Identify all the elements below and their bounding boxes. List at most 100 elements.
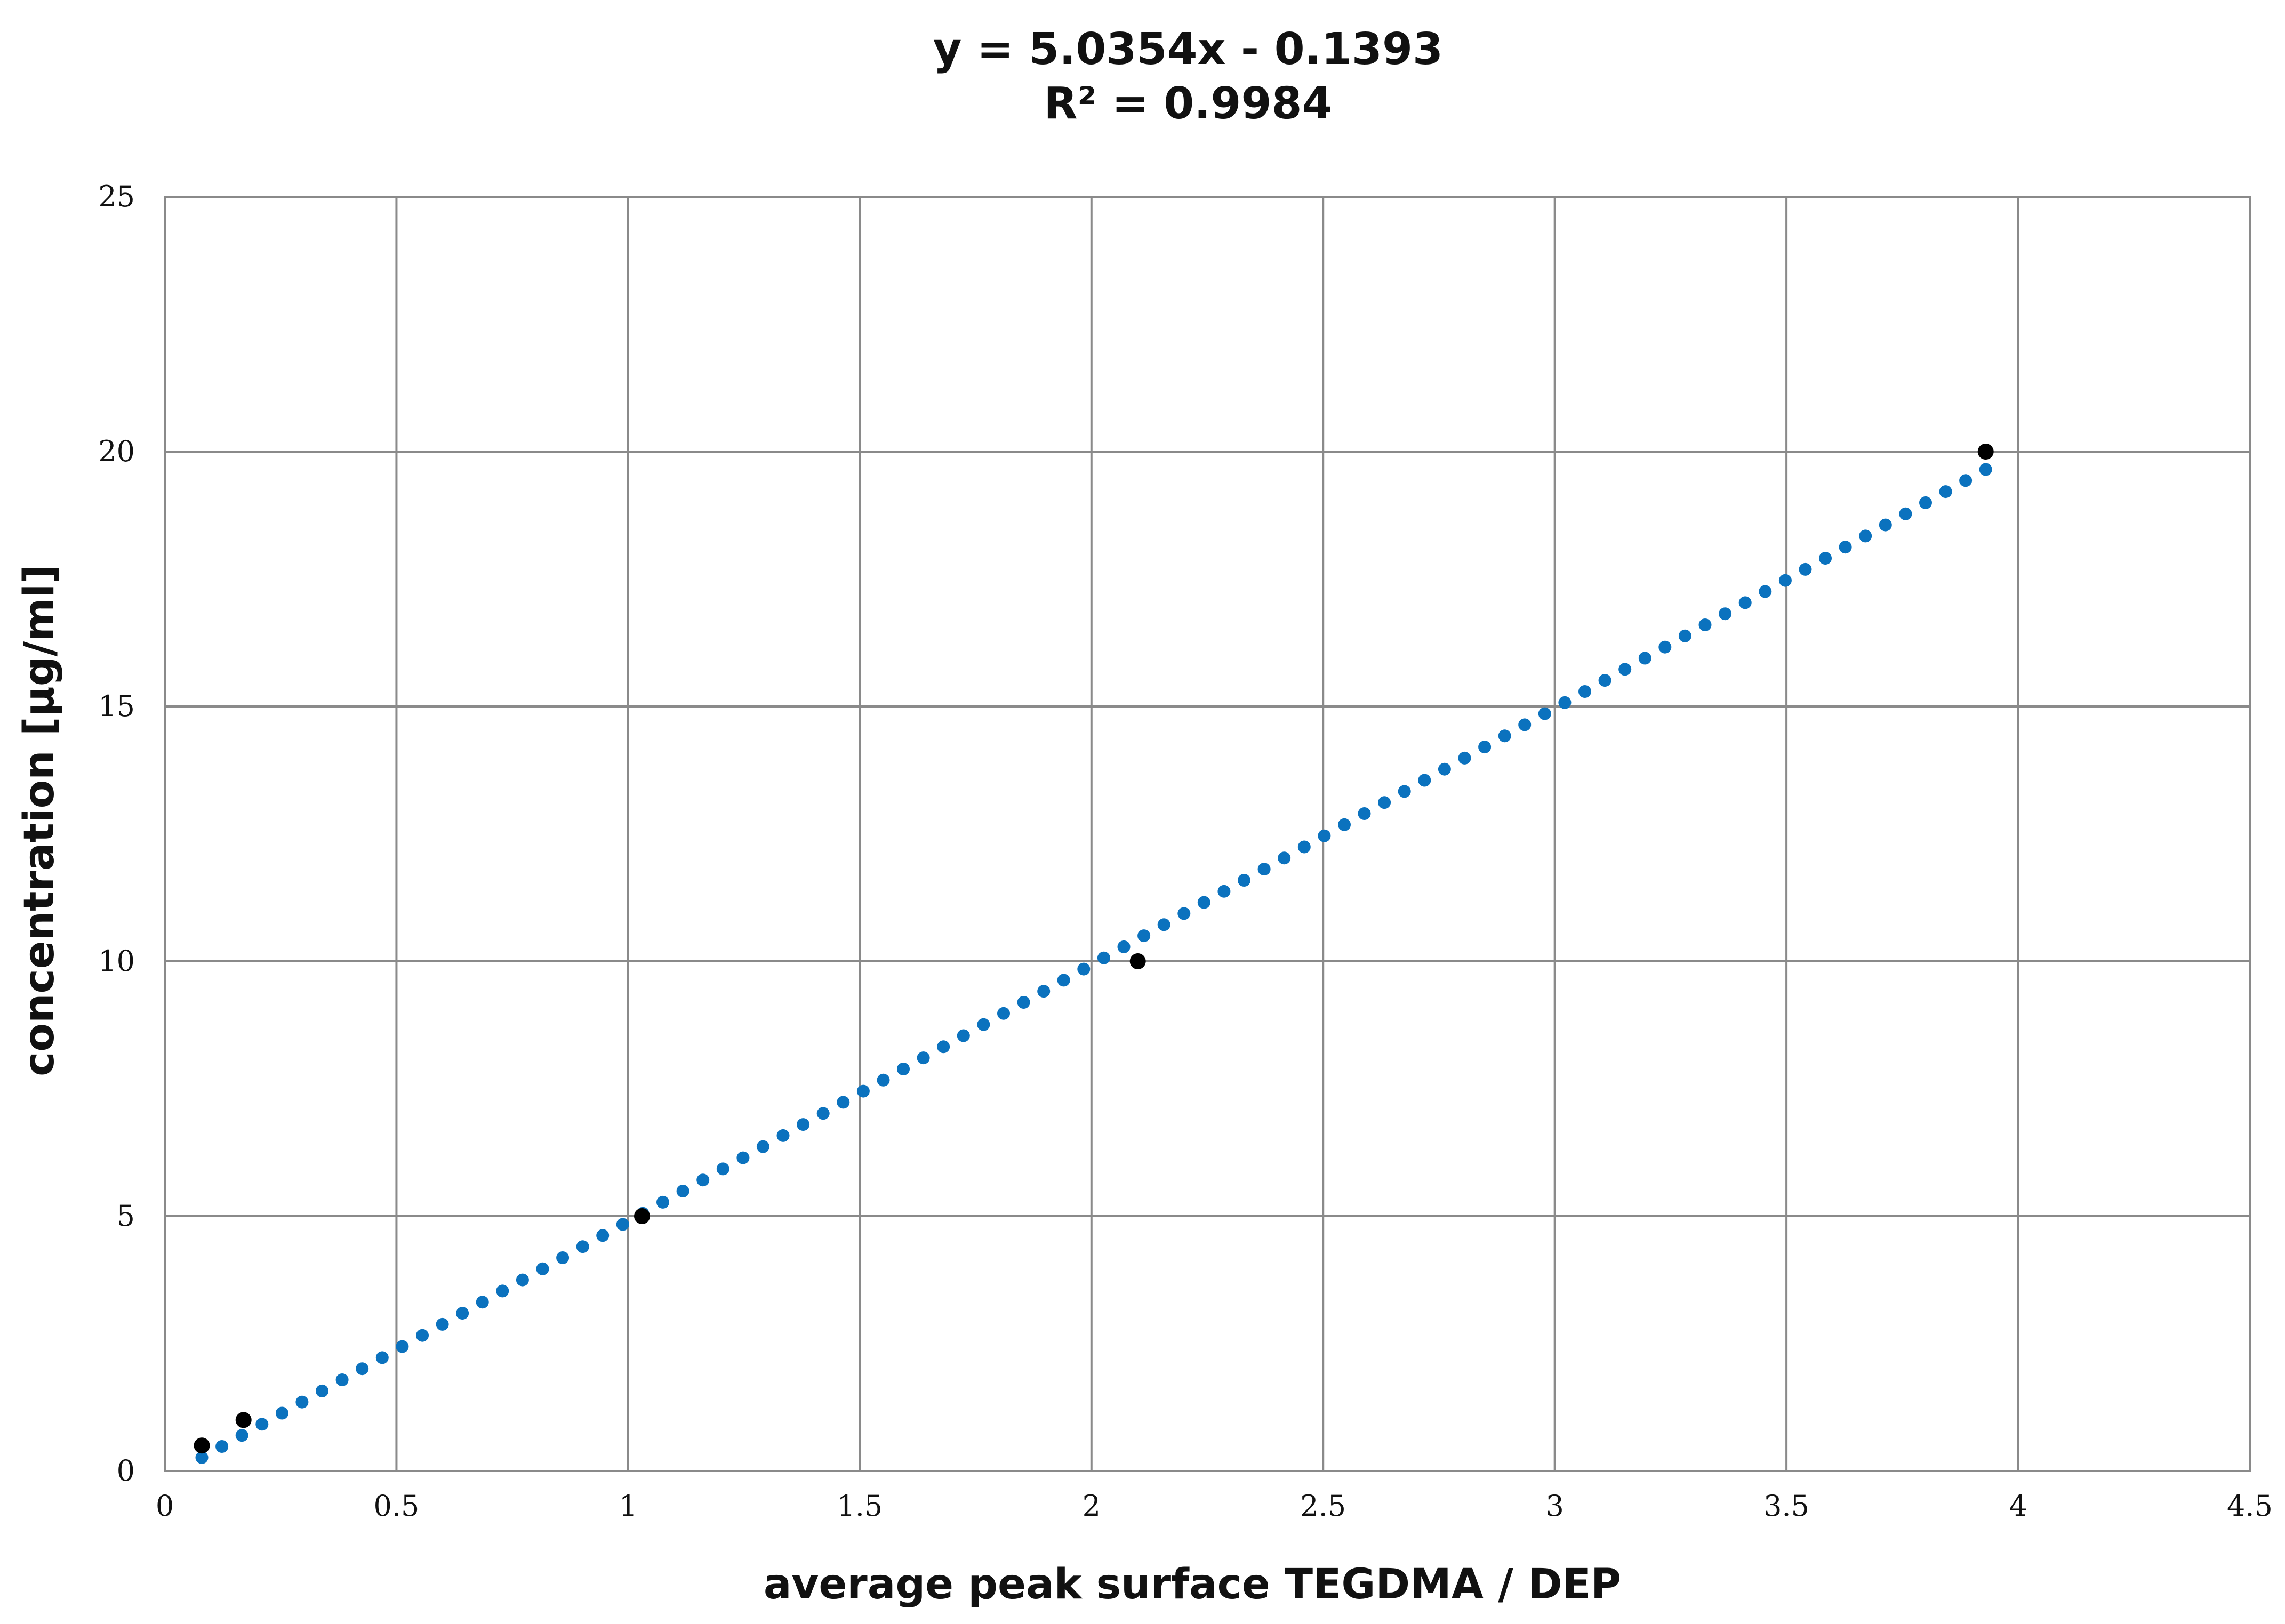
- trendline-dot: [1678, 629, 1691, 642]
- trendline-dot: [837, 1096, 850, 1109]
- trendline-dot: [396, 1340, 409, 1353]
- trendline-dot: [1578, 685, 1591, 698]
- y-tick-label: 0: [117, 1454, 135, 1488]
- trendline-dot: [1719, 607, 1732, 621]
- y-tick-label: 20: [98, 435, 135, 468]
- trendline-dot: [316, 1384, 328, 1397]
- trendline-dot: [476, 1296, 489, 1309]
- y-tick-label: 5: [117, 1199, 135, 1233]
- trendline-dot: [877, 1073, 890, 1087]
- trendline-dot: [696, 1173, 710, 1187]
- data-point: [1129, 953, 1146, 969]
- trendline-dot: [1778, 574, 1792, 587]
- trendline-dot: [456, 1307, 469, 1320]
- trendline-dot: [1257, 863, 1271, 876]
- trendline-dot: [1057, 974, 1070, 987]
- trendline-dot: [1338, 818, 1351, 831]
- data-points: [194, 444, 1994, 1454]
- x-axis-title: average peak surface TEGDMA / DEP: [764, 1561, 1621, 1609]
- trendline-dot: [1658, 640, 1672, 654]
- trendline-dot: [1498, 729, 1511, 743]
- trendline-dot: [1378, 796, 1391, 809]
- trendline-dot: [1358, 807, 1371, 820]
- trendline-dot: [1618, 663, 1632, 676]
- trendline-dot: [1518, 718, 1532, 731]
- trendline-dot: [596, 1229, 610, 1242]
- trendline-dot: [375, 1351, 389, 1364]
- trendline-dot: [1418, 774, 1431, 787]
- x-axis-tick-labels: 0 0.5 1 1.5 2 2.5 3 3.5 4 4.5: [156, 1489, 2273, 1523]
- trendline-dot: [1799, 562, 1812, 576]
- data-point: [235, 1412, 252, 1428]
- plot-area-border: [164, 196, 2251, 1472]
- trendline-dot: [1558, 696, 1572, 709]
- x-tick-label: 1: [619, 1489, 637, 1523]
- trendline-dot: [1538, 707, 1551, 720]
- data-point: [634, 1208, 650, 1224]
- chart-title-equation: y = 5.0354x - 0.1393: [933, 24, 1443, 75]
- trendline: [195, 463, 1992, 1464]
- trendline-dot: [1899, 507, 1912, 520]
- trendline-dot: [776, 1129, 790, 1142]
- trendline-dot: [1197, 896, 1210, 909]
- chart-title-r-squared: R² = 0.9984: [1044, 78, 1332, 129]
- trendline-dot: [1217, 885, 1231, 898]
- trendline-dot: [1017, 996, 1030, 1009]
- trendline-dot: [215, 1440, 229, 1453]
- x-tick-label: 1.5: [837, 1489, 883, 1523]
- y-tick-label: 10: [98, 944, 135, 978]
- trendline-dot: [1097, 951, 1110, 964]
- y-tick-label: 15: [98, 689, 135, 723]
- trendline-dot: [1157, 918, 1170, 931]
- trendline-dot: [1177, 907, 1191, 920]
- y-tick-label: 25: [98, 180, 135, 213]
- trendline-dot: [576, 1240, 589, 1253]
- trendline-dot: [436, 1317, 449, 1331]
- trendline-dot: [997, 1007, 1010, 1020]
- trendline-dot: [736, 1151, 750, 1164]
- trendline-dot: [1738, 596, 1752, 609]
- trendline-dot: [1698, 618, 1712, 631]
- data-point: [194, 1437, 210, 1454]
- trendline-dot: [1839, 541, 1852, 554]
- trendline-dot: [676, 1185, 689, 1197]
- trendline-dot: [275, 1406, 288, 1420]
- trendline-dot: [1759, 585, 1772, 598]
- x-tick-label: 3: [1545, 1489, 1564, 1523]
- trendline-dot: [1398, 785, 1411, 798]
- trendline-dot: [496, 1284, 509, 1298]
- trendline-dot: [797, 1118, 810, 1131]
- trendline-dot: [195, 1451, 209, 1464]
- trendline-dot: [1117, 940, 1131, 953]
- x-tick-label: 4: [2009, 1489, 2027, 1523]
- trendline-dot: [235, 1429, 248, 1442]
- trendline-dot: [416, 1329, 429, 1342]
- trendline-dot: [356, 1362, 369, 1376]
- trendline-dot: [1959, 474, 1973, 487]
- data-point: [1977, 444, 1994, 460]
- x-tick-label: 2: [1083, 1489, 1101, 1523]
- trendline-dot: [656, 1195, 669, 1209]
- trendline-dot: [1638, 652, 1651, 665]
- trendline-dot: [856, 1084, 870, 1098]
- trendline-dot: [1278, 851, 1291, 865]
- x-tick-label: 0: [156, 1489, 174, 1523]
- trendline-dot: [917, 1051, 930, 1065]
- trendline-dot: [1037, 985, 1051, 998]
- trendline-dot: [536, 1262, 549, 1275]
- trendline-dot: [957, 1029, 970, 1042]
- trendline-dot: [937, 1040, 950, 1054]
- trendline-dot: [1859, 529, 1872, 543]
- x-tick-label: 0.5: [373, 1489, 419, 1523]
- trendline-dot: [977, 1018, 990, 1031]
- trendline-dot: [556, 1251, 570, 1264]
- trendline-dot: [1438, 762, 1451, 776]
- trendline-dot: [1318, 829, 1331, 842]
- trendline-dot: [1979, 463, 1992, 476]
- trendline-dot: [1137, 929, 1151, 943]
- x-tick-label: 2.5: [1300, 1489, 1346, 1523]
- trendline-dot: [1297, 840, 1311, 854]
- trendline-dot: [1879, 518, 1892, 532]
- trendline-dot: [1238, 874, 1250, 887]
- x-tick-label: 3.5: [1763, 1489, 1809, 1523]
